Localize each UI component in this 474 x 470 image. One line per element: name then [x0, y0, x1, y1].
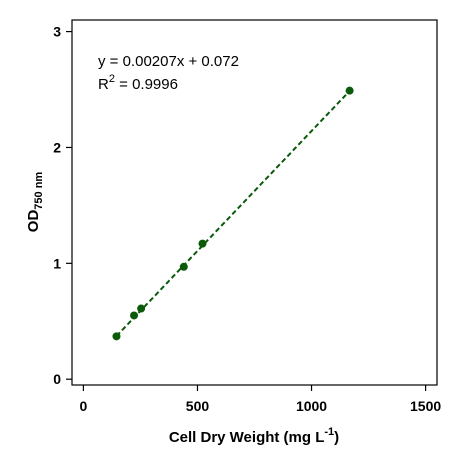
- x-axis-label-main: Cell Dry Weight (mg L: [169, 429, 325, 446]
- r-squared-label: R2 = 0.9996: [98, 73, 178, 93]
- r-squared-value: = 0.9996: [115, 76, 178, 93]
- x-axis: 0 500 1000 1500: [80, 385, 441, 414]
- y-tick-label: 3: [53, 24, 61, 40]
- x-axis-label-sup: -1: [324, 426, 334, 438]
- y-axis-label: OD750 nm: [25, 172, 45, 233]
- y-axis: 0 1 2 3: [53, 24, 72, 387]
- x-axis-label: Cell Dry Weight (mg L-1): [169, 426, 339, 446]
- data-point: [179, 262, 188, 271]
- data-point: [112, 332, 121, 341]
- data-point: [130, 311, 139, 320]
- x-tick-label: 0: [80, 398, 88, 414]
- y-axis-label-sub: 750 nm: [33, 172, 45, 210]
- y-tick-label: 0: [53, 371, 61, 387]
- r-squared-prefix: R: [98, 76, 109, 93]
- equation-label: y = 0.00207x + 0.072: [98, 53, 239, 70]
- x-tick-label: 1000: [296, 398, 327, 414]
- data-point: [198, 239, 207, 248]
- data-points: [112, 86, 354, 341]
- y-axis-label-main: OD: [25, 210, 42, 233]
- fit-line: [115, 90, 351, 337]
- plot-frame: [71, 19, 438, 386]
- x-axis-label-close: ): [334, 429, 339, 446]
- data-point: [345, 86, 354, 95]
- x-tick-label: 1500: [410, 398, 441, 414]
- x-tick-label: 500: [186, 398, 210, 414]
- data-point: [137, 304, 146, 313]
- r-squared-sup: 2: [109, 73, 115, 85]
- y-tick-label: 2: [53, 139, 61, 155]
- y-tick-label: 1: [53, 255, 61, 271]
